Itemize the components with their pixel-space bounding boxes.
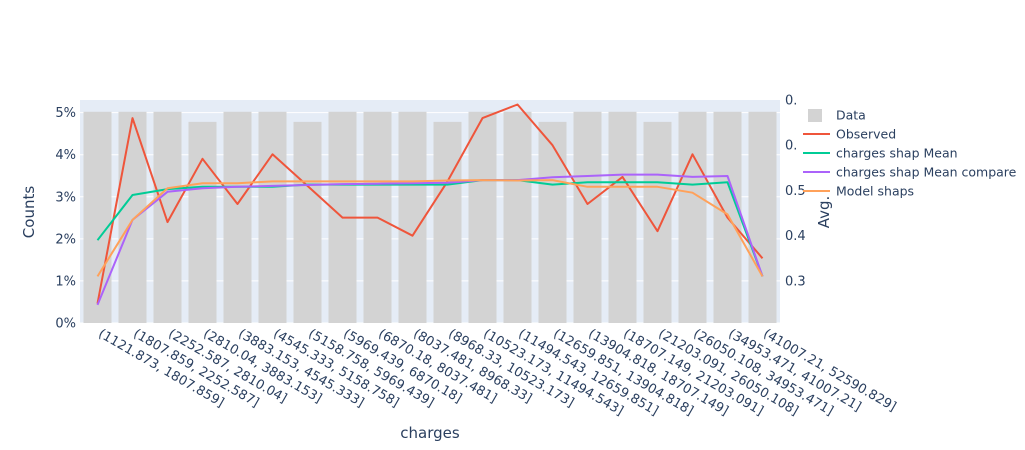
bar — [503, 111, 532, 324]
series-line — [96, 173, 764, 306]
bar — [83, 111, 112, 324]
y-tick-label: 4% — [55, 148, 76, 163]
bar — [118, 111, 147, 324]
bar — [608, 111, 637, 324]
y-tick-label: 0% — [55, 317, 76, 332]
y-axis: 0% 1% 2% 3% 4% 5% — [55, 106, 76, 331]
y2-tick-label: 0. — [785, 94, 797, 109]
bar — [188, 121, 217, 323]
y-tick-label: 3% — [55, 190, 76, 205]
bar — [678, 111, 707, 324]
legend-label: charges shap Mean — [836, 146, 958, 161]
legend-swatch — [808, 109, 822, 122]
bar — [468, 111, 497, 324]
series-line — [96, 179, 764, 277]
legend-label: Observed — [836, 127, 896, 142]
bar — [293, 121, 322, 323]
legend: Data Observed charges shap Mean charges sha… — [803, 108, 1017, 199]
y2-tick-label: 0.4 — [785, 229, 806, 244]
y2-axis: 0.3 0.4 0.5 0. 0. — [785, 94, 806, 290]
y2-axis-title: Avg. — [815, 196, 833, 229]
y-tick-label: 1% — [55, 274, 76, 289]
y-tick-label: 5% — [55, 106, 76, 121]
x-axis-title: charges — [400, 424, 460, 442]
bar — [748, 111, 777, 324]
bar — [573, 111, 602, 324]
y2-tick-label: 0.3 — [785, 274, 806, 289]
y-tick-label: 2% — [55, 232, 76, 247]
series-line — [96, 179, 764, 277]
plot-background — [80, 100, 780, 323]
y2-tick-label: 0.5 — [785, 184, 806, 199]
bar — [643, 121, 672, 323]
bar — [398, 111, 427, 324]
legend-label: Data — [836, 108, 866, 123]
bar — [223, 111, 252, 324]
bar — [433, 121, 462, 323]
y2-tick-label: 0. — [785, 139, 797, 154]
x-axis: (1121.873, 1807.859](1807.859, 2252.587]… — [96, 326, 899, 418]
legend-label: Model shaps — [836, 184, 914, 199]
bar — [258, 111, 287, 324]
y-axis-title: Counts — [20, 186, 38, 239]
bar — [538, 121, 567, 323]
series-line — [96, 103, 764, 304]
bar — [153, 111, 182, 324]
line-layer — [96, 103, 764, 306]
legend-label: charges shap Mean compare — [836, 165, 1017, 180]
